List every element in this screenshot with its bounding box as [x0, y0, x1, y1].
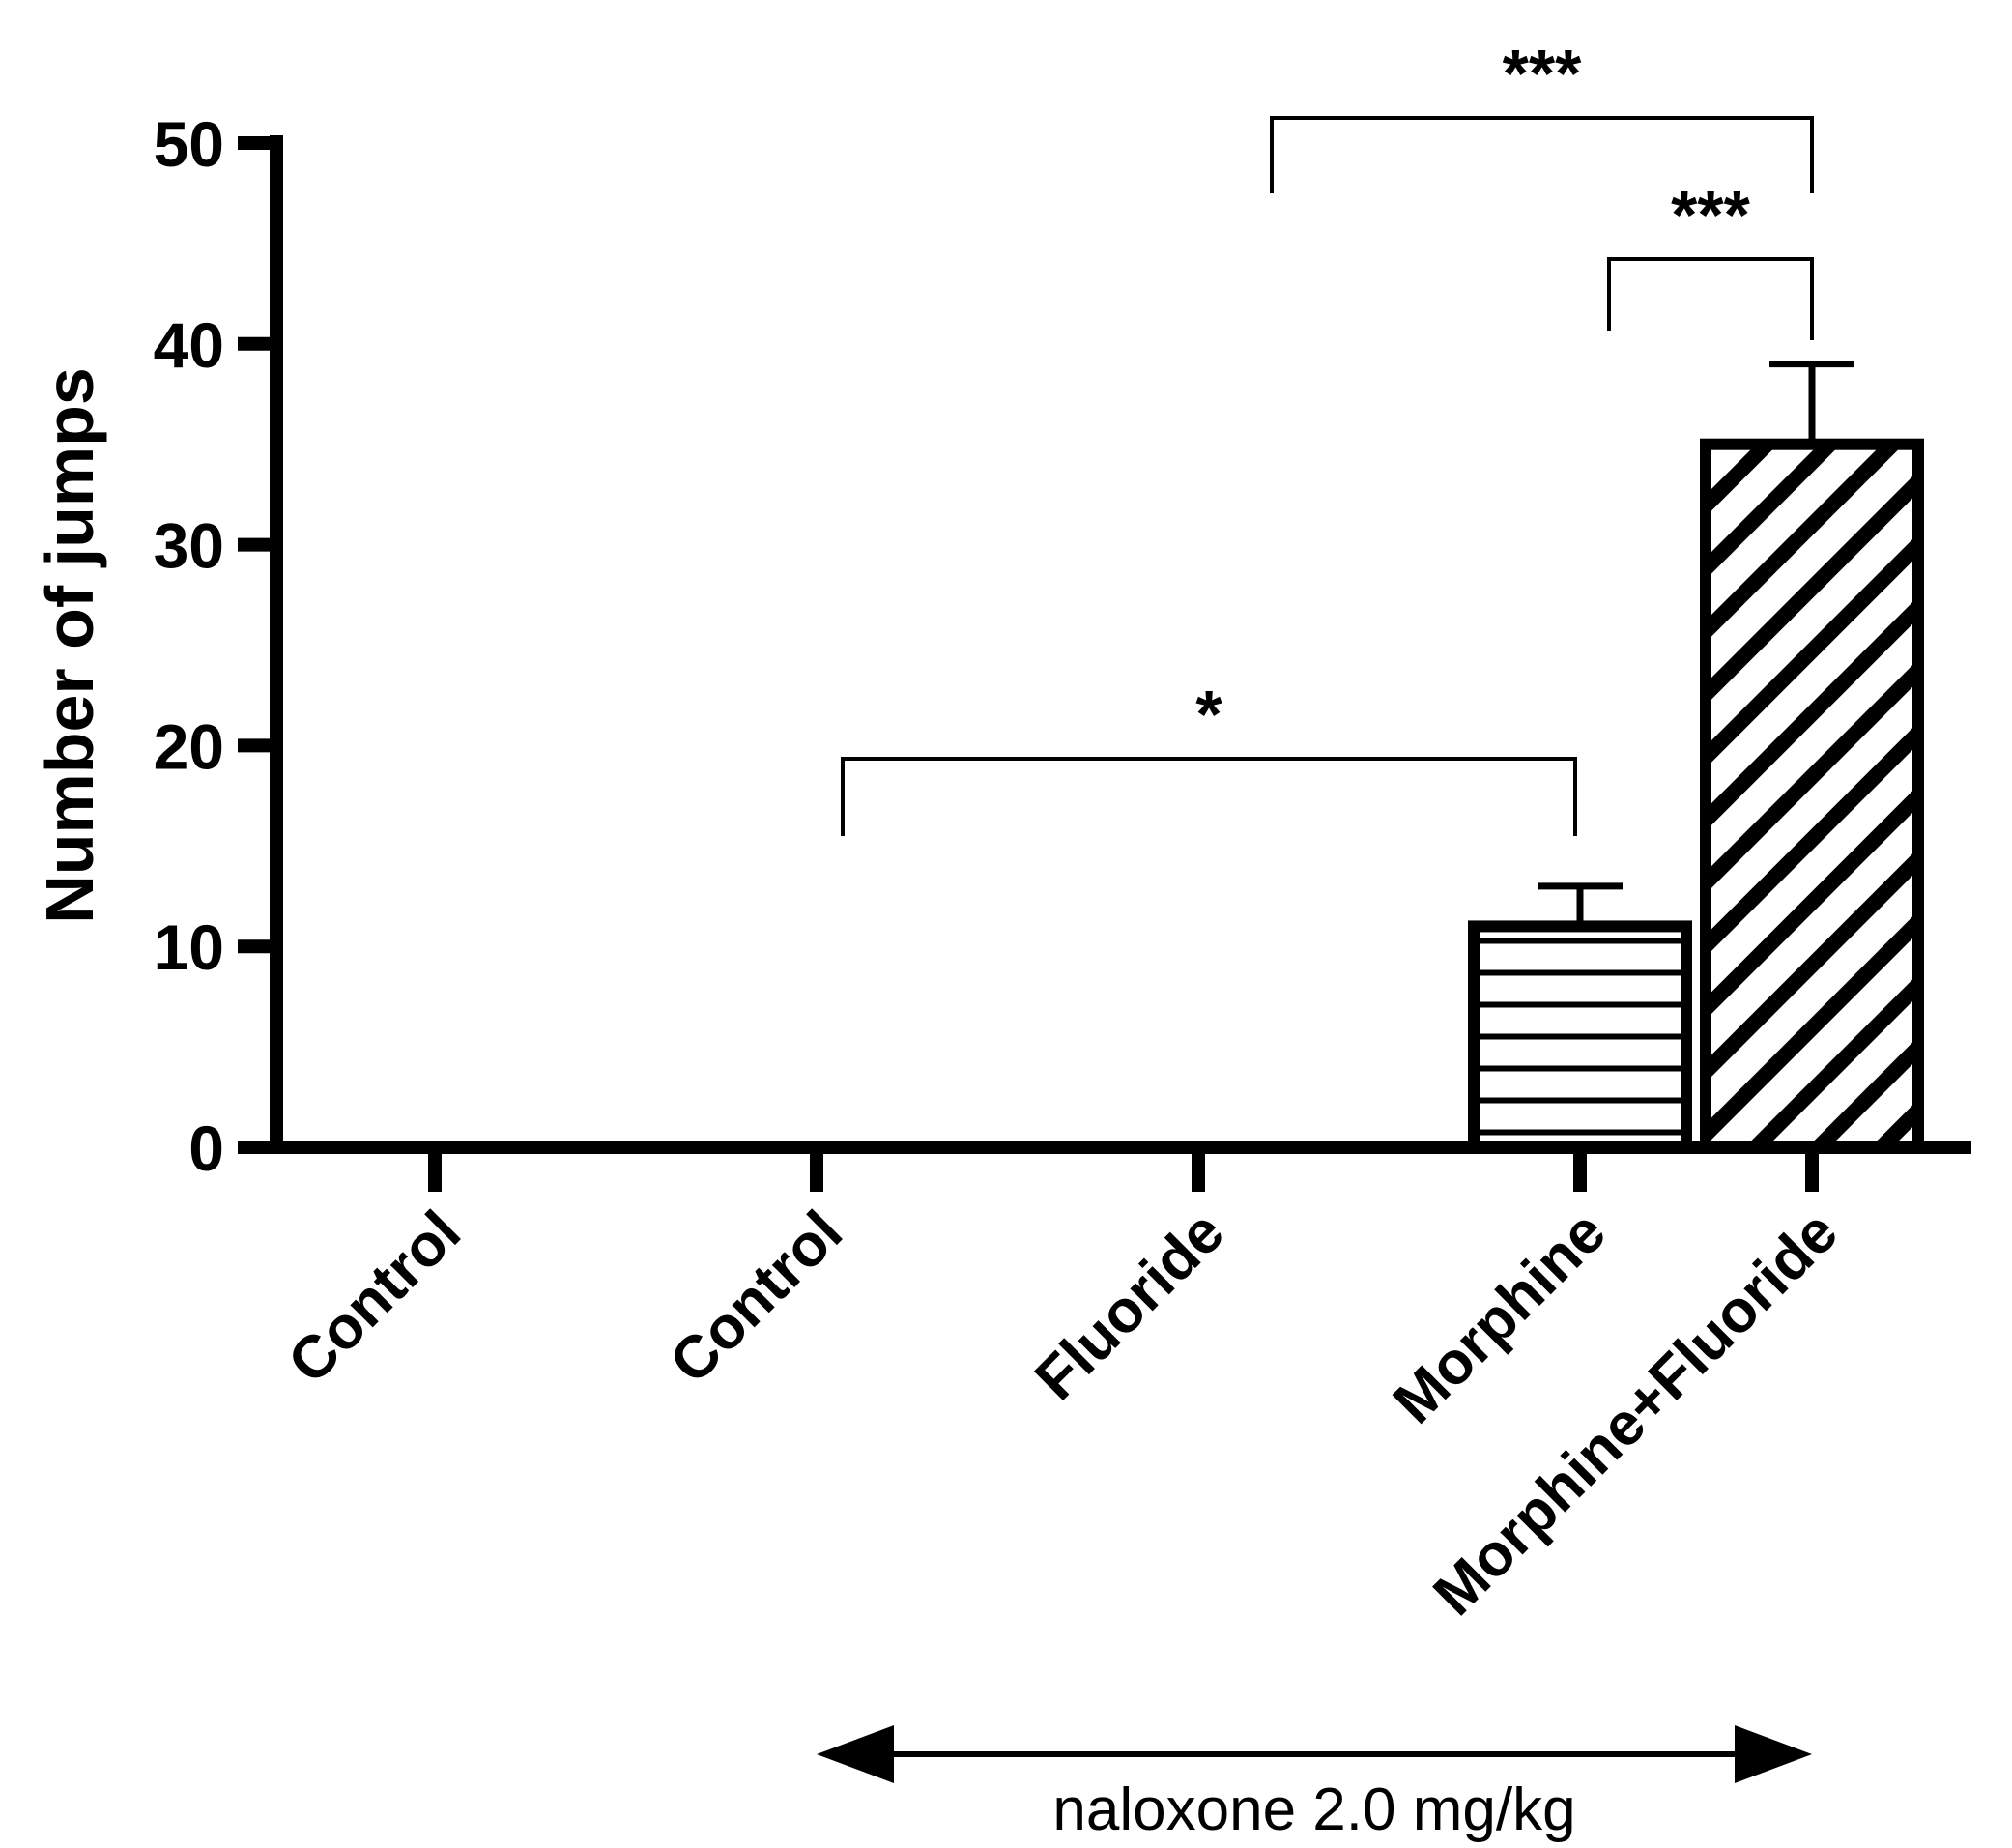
y-tick-label: 50 — [154, 108, 224, 180]
x-category-label: Control — [657, 1198, 855, 1397]
axes-layer — [238, 135, 1971, 1154]
y-tick-label: 10 — [154, 911, 224, 983]
x-category-label: Control — [275, 1198, 474, 1397]
significance-label: * — [1195, 677, 1222, 752]
x-axis-ticks: Control Control Fluoride MorphineMorphine+F… — [275, 1147, 1851, 1629]
significance-bracket — [841, 757, 1577, 836]
y-axis-label: Number of jumps — [32, 367, 107, 924]
x-category-label: Morphine+Fluoride — [1421, 1198, 1851, 1629]
bar-morphine-fluoride — [1700, 438, 1924, 1153]
significance-brackets: ******* — [841, 36, 1814, 836]
range-label: naloxone 2.0 mg/kg — [1052, 1776, 1575, 1843]
x-category-label: Morphine — [1381, 1198, 1619, 1436]
bars-layer — [1468, 361, 1924, 1153]
y-tick-label: 40 — [154, 309, 224, 381]
range-arrow-right-head — [1735, 1725, 1812, 1783]
significance-label: *** — [1671, 177, 1750, 252]
y-tick-label: 0 — [188, 1112, 224, 1184]
range-annotation: naloxone 2.0 mg/kg — [817, 1725, 1812, 1843]
significance-label: *** — [1503, 36, 1582, 111]
significance-bracket — [1607, 257, 1814, 340]
x-category-label: Fluoride — [1022, 1198, 1237, 1413]
bar-morphine — [1468, 920, 1692, 1153]
range-arrow-left-head — [817, 1725, 894, 1783]
y-axis-ticks: 0 10 20 30 40 50 — [154, 108, 276, 1184]
y-tick-label: 30 — [154, 510, 224, 582]
y-tick-label: 20 — [154, 710, 224, 782]
significance-bracket — [1270, 116, 1814, 193]
